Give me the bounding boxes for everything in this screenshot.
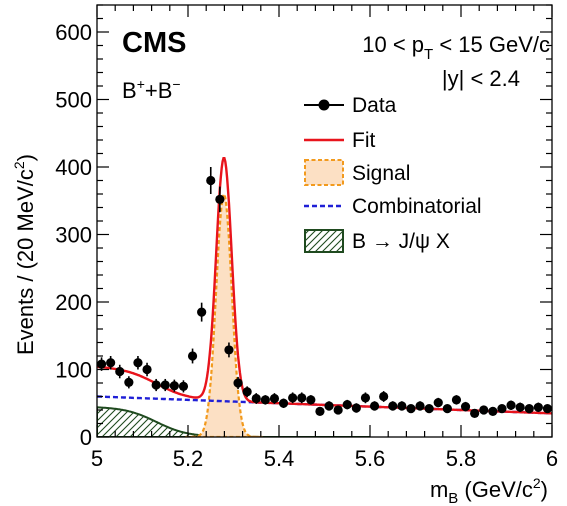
x-tick-label: 5: [91, 446, 103, 471]
data-point: [442, 404, 452, 414]
data-point: [297, 392, 307, 404]
data-point: [288, 392, 298, 404]
y-tick-label: 600: [55, 20, 92, 45]
legend-label-data: Data: [352, 94, 397, 117]
y-tick-label: 0: [80, 425, 92, 450]
data-point: [306, 395, 316, 405]
data-point: [133, 356, 143, 370]
data-point: [460, 401, 471, 412]
y-tick-label: 500: [55, 88, 92, 113]
data-point: [315, 406, 325, 416]
data-point: [415, 401, 425, 411]
legend-entry-signal: Signal: [304, 159, 410, 186]
data-point: [197, 302, 207, 322]
signal-area: [185, 193, 263, 437]
data-point: [242, 386, 252, 398]
data-point: [106, 356, 116, 370]
data-point: [124, 376, 134, 389]
y-tick-label: 300: [55, 223, 92, 248]
data-point: [251, 393, 261, 404]
data-point: [533, 402, 543, 413]
data-point: [379, 391, 389, 402]
data-point: [260, 395, 270, 405]
data-point: [406, 404, 416, 414]
data-point: [224, 342, 234, 358]
data-point: [524, 404, 534, 414]
rapidity-label: |y| < 2.4: [442, 66, 520, 91]
data-point: [515, 402, 525, 413]
y-axis-label: Events / (20 MeV/c2): [11, 154, 38, 355]
data-points: [97, 167, 552, 418]
data-point: [451, 395, 462, 405]
x-tick-label: 5.4: [264, 446, 295, 471]
data-point: [206, 167, 216, 194]
legend-label-bkg-jpsix: B → J/ψ X: [352, 230, 450, 253]
y-tick-label: 400: [55, 155, 92, 180]
data-point: [187, 348, 198, 364]
data-point: [369, 401, 380, 411]
x-tick-label: 5.8: [446, 446, 477, 471]
pt-range-label: 10 < pT < 15 GeV/c: [362, 32, 550, 63]
legend-entry-bkg-jpsix: B → J/ψ X: [304, 229, 450, 253]
legend-label-signal: Signal: [352, 162, 410, 185]
data-point: [479, 405, 489, 415]
data-point: [269, 393, 280, 404]
axis-ticks: 5 5.2 5.4 5.6 5.8 6 0 100 200 300 400 500 600: [55, 4, 558, 471]
legend-entry-combinatorial: Combinatorial: [304, 195, 482, 218]
legend-entry-fit: Fit: [304, 129, 375, 152]
data-point: [324, 401, 334, 411]
data-point: [470, 408, 480, 418]
data-point: [151, 378, 161, 392]
data-point: [351, 403, 361, 413]
data-point: [542, 404, 552, 414]
process-label: B++B−: [122, 76, 181, 103]
y-tick-label: 100: [55, 358, 92, 383]
data-point: [433, 397, 443, 408]
legend: Data Fit Signal Combinatorial B → J/ψ X: [304, 94, 482, 253]
data-point: [97, 357, 107, 371]
data-point: [115, 364, 125, 379]
data-point: [169, 379, 179, 392]
fit-line: [97, 157, 552, 415]
data-point: [215, 186, 225, 213]
legend-label-fit: Fit: [352, 129, 375, 152]
legend-label-combinatorial: Combinatorial: [352, 195, 482, 218]
data-point: [160, 378, 170, 392]
data-point: [333, 405, 343, 415]
data-point: [360, 392, 371, 404]
x-axis-label: mB (GeV/c2): [430, 475, 548, 506]
data-point: [278, 398, 289, 408]
x-tick-label: 5.2: [173, 446, 204, 471]
data-point: [424, 404, 434, 414]
legend-entry-data: Data: [304, 94, 397, 117]
data-point: [488, 406, 498, 416]
data-point: [233, 376, 243, 390]
data-point: [497, 404, 507, 414]
data-point: [178, 380, 189, 393]
y-tick-label: 200: [55, 290, 92, 315]
data-point: [506, 400, 516, 410]
data-point: [142, 362, 152, 377]
x-tick-label: 5.6: [355, 446, 386, 471]
experiment-label: CMS: [122, 27, 186, 59]
data-point: [397, 401, 407, 411]
data-point: [342, 399, 352, 410]
data-point: [388, 401, 398, 411]
x-tick-label: 6: [546, 446, 558, 471]
